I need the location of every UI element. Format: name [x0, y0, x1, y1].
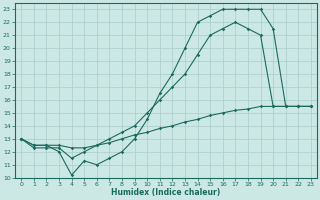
X-axis label: Humidex (Indice chaleur): Humidex (Indice chaleur) — [111, 188, 221, 197]
